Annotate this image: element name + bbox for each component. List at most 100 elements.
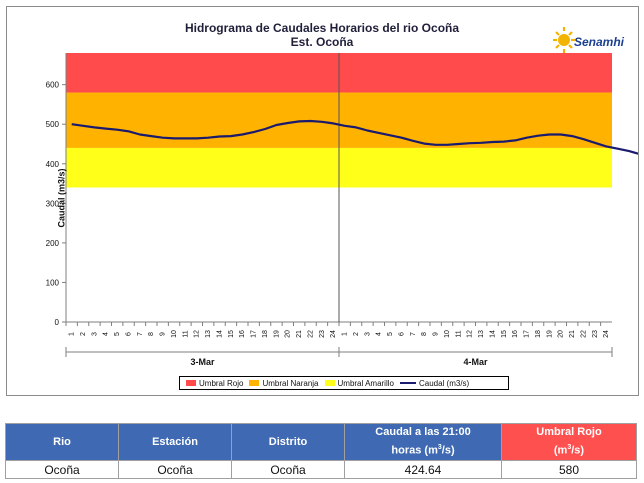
y-tick-label-2: 200 — [46, 239, 60, 248]
cell-distrito: Ocoña — [231, 460, 345, 479]
x-tick-label-0: 1 — [69, 332, 76, 336]
x-tick-label-28: 5 — [387, 332, 394, 336]
day-label-1: 4-Mar — [463, 357, 488, 367]
x-tick-label-37: 14 — [489, 330, 496, 338]
logo-text: Senamhi — [574, 35, 625, 49]
x-tick-label-20: 21 — [296, 330, 303, 338]
x-tick-label-22: 23 — [319, 330, 326, 338]
y-axis-label: Caudal (m3/s) — [56, 168, 67, 228]
x-tick-label-46: 23 — [592, 330, 599, 338]
x-tick-label-31: 8 — [421, 332, 428, 336]
x-tick-label-24: 1 — [342, 332, 349, 336]
y-tick-label-5: 500 — [46, 120, 60, 129]
cell-caudal: 424.64 — [344, 460, 502, 479]
cell-rio: Ocoña — [5, 460, 119, 479]
chart-title-block: Hidrograma de Caudales Horarios del rio … — [137, 21, 507, 49]
x-tick-label-8: 9 — [160, 332, 167, 336]
x-tick-label-44: 21 — [569, 330, 576, 338]
x-tick-label-38: 15 — [501, 330, 508, 338]
chart-title: Hidrograma de Caudales Horarios del rio … — [184, 21, 460, 35]
legend-swatch-rojo — [186, 380, 196, 386]
x-tick-label-33: 10 — [444, 330, 451, 338]
x-tick-label-26: 3 — [364, 332, 371, 336]
x-tick-label-18: 19 — [273, 330, 280, 338]
header-distrito: Distrito — [231, 423, 345, 461]
legend-line-caudal — [399, 382, 416, 384]
legend-label-rojo: Umbral Rojo — [199, 378, 244, 388]
x-tick-label-7: 8 — [148, 332, 155, 336]
sun-icon — [553, 27, 575, 53]
y-tick-label-0: 0 — [55, 318, 60, 327]
y-tick-label-3: 300 — [46, 199, 60, 208]
x-tick-label-17: 18 — [262, 330, 269, 338]
legend-label-caudal: Caudal (m3/s) — [418, 378, 470, 388]
x-tick-label-41: 18 — [535, 330, 542, 338]
x-tick-label-15: 16 — [239, 330, 246, 338]
x-tick-label-2: 3 — [91, 332, 98, 336]
header-umbral-line1: Umbral Rojo — [536, 426, 602, 439]
header-umbral-line2b: /s) — [571, 444, 585, 457]
series-line-0 — [71, 119, 638, 155]
x-tick-label-1: 2 — [80, 332, 87, 336]
legend-item-naranja: Umbral Naranja — [249, 378, 319, 388]
header-umbral-sup: 3 — [567, 444, 572, 452]
cell-estacion: Ocoña — [118, 460, 232, 479]
header-caudal-line2b: /s) — [441, 444, 455, 457]
x-tick-label-13: 14 — [216, 330, 223, 338]
table-row: Ocoña Ocoña Ocoña 424.64 580 — [5, 460, 637, 479]
data-table: Rio Estación Distrito Caudal a las 21:00… — [5, 423, 637, 479]
x-tick-label-36: 13 — [478, 330, 485, 338]
header-estacion: Estación — [118, 423, 232, 461]
legend-swatch-naranja — [249, 380, 260, 386]
x-tick-label-3: 4 — [103, 332, 110, 336]
chart-panel: 0 100 200 300 400 500 600 1 2 3 4 5 6 7 8 9 10 11 12 13 14 15… — [6, 6, 639, 396]
x-tick-label-25: 2 — [353, 332, 360, 336]
x-tick-label-21: 22 — [307, 330, 314, 338]
header-rio: Rio — [5, 423, 119, 461]
x-tick-label-47: 24 — [603, 330, 610, 338]
x-tick-label-34: 11 — [455, 330, 462, 337]
x-tick-label-23: 24 — [330, 330, 337, 338]
x-tick-label-45: 22 — [580, 330, 587, 338]
x-tick-label-10: 11 — [182, 330, 189, 337]
x-tick-label-39: 16 — [512, 330, 519, 338]
cell-umbral: 580 — [501, 460, 637, 479]
y-tick-label-4: 400 — [46, 160, 60, 169]
x-tick-label-4: 5 — [114, 332, 121, 336]
legend-swatch-amarillo — [324, 380, 335, 386]
day-label-0: 3-Mar — [190, 357, 215, 367]
x-tick-label-42: 19 — [546, 330, 553, 338]
legend-item-rojo: Umbral Rojo — [186, 379, 243, 388]
x-tick-label-12: 13 — [205, 330, 212, 338]
y-tick-label-1: 100 — [46, 278, 60, 287]
x-tick-label-29: 6 — [398, 332, 405, 336]
x-tick-label-6: 7 — [137, 332, 144, 336]
x-tick-label-16: 17 — [251, 330, 258, 338]
x-tick-label-5: 6 — [125, 332, 132, 336]
legend-label-naranja: Umbral Naranja — [262, 378, 319, 388]
chart-legend: Umbral Rojo Umbral Naranja Umbral Amaril… — [179, 376, 509, 390]
header-umbral-rojo: Umbral Rojo (m3/s) — [501, 423, 637, 461]
header-caudal-line2a: horas (m — [391, 444, 438, 457]
y-tick-label-6: 600 — [46, 81, 60, 90]
x-tick-label-11: 12 — [194, 330, 201, 338]
x-tick-label-30: 7 — [410, 332, 417, 336]
legend-item-amarillo: Umbral Amarillo — [324, 378, 394, 388]
senamhi-logo: Senamhi — [552, 25, 632, 59]
x-tick-label-19: 20 — [285, 330, 292, 338]
chart-subtitle: Est. Ocoña — [290, 35, 354, 49]
x-tick-label-32: 9 — [433, 332, 440, 336]
x-tick-label-35: 12 — [467, 330, 474, 338]
header-caudal-sup: 3 — [437, 444, 442, 452]
legend-item-caudal: Caudal (m3/s) — [399, 378, 470, 388]
header-caudal: Caudal a las 21:00 horas (m3/s) — [344, 423, 502, 461]
x-tick-label-9: 10 — [171, 330, 178, 338]
x-tick-label-27: 4 — [376, 332, 383, 336]
table-header-row: Rio Estación Distrito Caudal a las 21:00… — [5, 423, 637, 461]
legend-label-amarillo: Umbral Amarillo — [337, 378, 394, 388]
header-umbral-line2a: (m — [553, 444, 568, 457]
x-tick-label-40: 17 — [524, 330, 531, 338]
header-caudal-line1: Caudal a las 21:00 — [375, 426, 471, 439]
x-tick-label-43: 20 — [558, 330, 565, 338]
